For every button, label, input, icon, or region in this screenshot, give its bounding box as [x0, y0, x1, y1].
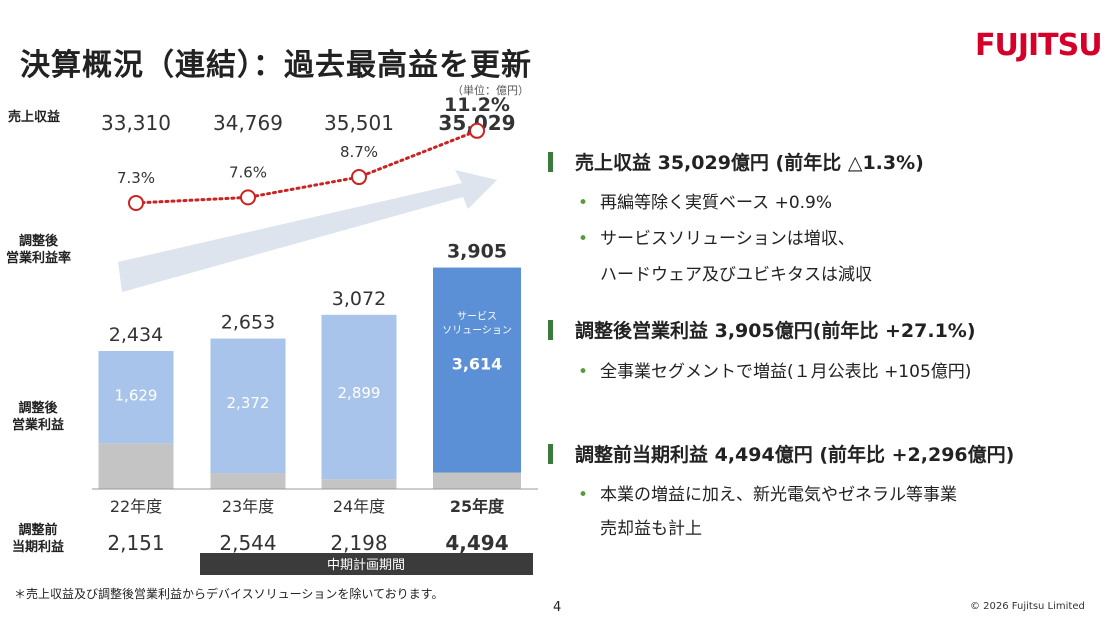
revenue-row-label: 売上収益: [8, 110, 61, 125]
margin-line: [134, 129, 479, 205]
margin-point: [128, 194, 144, 211]
bullet-item: • サービスソリューションは増収、: [578, 224, 855, 249]
other-segment-bar: [98, 443, 174, 489]
margin-row-label-line2: 営業利益率: [6, 251, 72, 266]
category-label: 23年度: [222, 497, 274, 516]
bullet-dot-icon: •: [578, 193, 589, 213]
op-income-total-label: 3,905: [447, 241, 507, 263]
service-solutions-value-label: 3,614: [452, 355, 503, 374]
copyright: © 2026 Fujitsu Limited: [970, 601, 1085, 612]
service-solutions-value-label: 2,372: [227, 394, 270, 412]
headline-revenue: 売上収益 35,029億円 (前年比 △1.3%): [548, 148, 924, 175]
op-income-total-label: 3,072: [332, 288, 386, 310]
bullet-item: • 本業の増益に加え、新光電気やゼネラル等事業: [578, 480, 957, 505]
op-income-row-label-line1: 調整後: [18, 401, 58, 416]
pretax-value: 2,198: [330, 531, 387, 555]
headline-revenue-text: 売上収益 35,029億円 (前年比 △1.3%): [575, 152, 924, 174]
headline-marker: [548, 320, 553, 340]
headline-op-income-text: 調整後営業利益 3,905億円(前年比 +27.1%): [575, 320, 976, 342]
margin-label: 7.3%: [117, 169, 155, 187]
margin-label: 11.2%: [444, 94, 510, 116]
bullet-item: • 再編等除く実質ベース +0.9%: [578, 188, 832, 213]
service-solutions-bar: [433, 267, 521, 473]
earnings-chart: 33,31034,76935,50135,0292,4341,62922年度2,…: [92, 94, 538, 575]
fujitsu-logo: FUJITSU: [975, 28, 1103, 63]
bullet-dot-icon: •: [578, 485, 589, 505]
headline-marker: [548, 152, 553, 172]
bullet-item: • 全事業セグメントで増益(１月公表比 +105億円): [578, 357, 971, 382]
op-income-total-label: 2,434: [109, 324, 163, 346]
bullet-dot-icon: •: [578, 362, 589, 382]
slide-title: 決算概況（連結）：過去最高益を更新: [20, 48, 532, 83]
service-solutions-value-label: 1,629: [115, 386, 158, 404]
unit-note: （単位：億円）: [452, 84, 529, 97]
bullet-dot-icon: •: [578, 229, 589, 249]
service-solutions-bar: [321, 314, 397, 480]
category-label: 22年度: [110, 497, 162, 516]
op-income-total-label: 2,653: [221, 312, 275, 334]
headline-pretax-text: 調整前当期利益 4,494億円 (前年比 +2,296億円): [575, 444, 1015, 466]
pretax-value: 4,494: [445, 531, 508, 555]
series-label-line1: サービス: [457, 311, 497, 323]
margin-label: 8.7%: [340, 143, 378, 161]
service-solutions-bar: [98, 350, 174, 444]
trend-arrow-shape: [118, 170, 497, 292]
headline-op-income: 調整後営業利益 3,905億円(前年比 +27.1%): [548, 316, 976, 343]
revenue-value: 33,310: [101, 111, 171, 135]
mid-term-plan-bar: [200, 553, 533, 575]
pretax-value: 2,151: [107, 531, 164, 555]
margin-point: [240, 189, 256, 206]
pretax-row-label: 調整前 当期利益: [12, 522, 64, 556]
page-number: 4: [553, 600, 562, 615]
margin-row-label-line1: 調整後: [19, 234, 59, 249]
mid-term-plan-label: 中期計画期間: [327, 557, 405, 573]
revenue-value: 34,769: [213, 111, 283, 135]
category-label: 25年度: [450, 497, 505, 516]
bullet-text: 全事業セグメントで増益(１月公表比 +105億円): [600, 362, 972, 382]
bullet-text: サービスソリューションは増収、: [600, 229, 855, 249]
service-solutions-bar: [210, 338, 286, 474]
bullet-text: 本業の増益に加え、新光電気やゼネラル等事業: [600, 485, 958, 505]
pretax-value: 2,544: [219, 531, 276, 555]
pretax-row-label-line2: 当期利益: [12, 540, 65, 555]
margin-point: [351, 169, 367, 186]
margin-label: 7.6%: [229, 163, 267, 181]
bullet-continuation: 売却益も計上: [600, 519, 702, 539]
op-income-row-label: 調整後 営業利益: [12, 400, 64, 434]
service-solutions-value-label: 2,899: [338, 384, 381, 402]
margin-row-label: 調整後 営業利益率: [6, 233, 71, 267]
bullet-continuation: ハードウェア及びユビキタスは減収: [600, 265, 872, 285]
bullet-text: 再編等除く実質ベース +0.9%: [600, 193, 833, 213]
pretax-row-label-line1: 調整前: [18, 523, 58, 538]
other-segment-bar: [321, 479, 397, 489]
other-segment-bar: [210, 473, 286, 489]
op-income-row-label-line2: 営業利益: [12, 418, 65, 433]
series-label-line2: ソリューション: [442, 326, 512, 337]
footnote: ＊売上収益及び調整後営業利益からデバイスソリューションを除いております。: [14, 587, 444, 601]
revenue-value: 35,501: [324, 111, 394, 135]
headline-pretax: 調整前当期利益 4,494億円 (前年比 +2,296億円): [548, 440, 1014, 467]
other-segment-bar: [433, 472, 521, 489]
headline-marker: [548, 444, 553, 464]
margin-point: [469, 122, 485, 139]
category-label: 24年度: [333, 497, 385, 516]
